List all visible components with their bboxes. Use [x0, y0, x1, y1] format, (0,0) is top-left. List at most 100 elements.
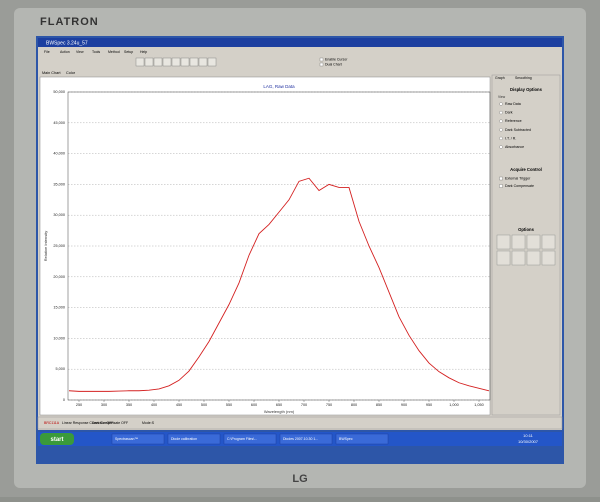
radio[interactable] [499, 102, 503, 106]
radio-label: Dark Subtracted [505, 128, 531, 132]
y-tick-label: 50,000 [53, 90, 65, 94]
checkbox-label: Dual Chart [325, 62, 342, 66]
y-tick-label: 15,000 [53, 306, 65, 310]
x-tick-label: 800 [351, 403, 357, 407]
checkbox[interactable] [319, 62, 324, 67]
toolbar-button[interactable] [198, 57, 208, 67]
logo: LG [292, 473, 307, 485]
y-tick-label: 20,000 [53, 275, 65, 279]
radio-label: Dark [505, 111, 513, 115]
toolbar-button[interactable] [135, 57, 145, 67]
x-tick-label: 400 [151, 403, 157, 407]
x-tick-label: 1,000 [449, 403, 459, 407]
taskbar-item-label: Spectrascan™ [115, 437, 138, 441]
x-tick-label: 750 [326, 403, 332, 407]
radio-label: Reference [505, 119, 522, 123]
x-tick-label: 500 [201, 403, 207, 407]
window-title: BWSpec 3.24u_57 [46, 40, 88, 46]
x-tick-label: 1,050 [474, 403, 484, 407]
option-button[interactable] [541, 250, 556, 266]
checkbox-label: Dark Compensate [505, 184, 534, 188]
x-tick-label: 850 [376, 403, 382, 407]
menu-item: Tools [92, 50, 100, 54]
y-axis-label: Relative Intensity [43, 231, 48, 261]
panel-heading: Options [518, 227, 534, 232]
option-button[interactable] [526, 250, 541, 266]
toolbar-button[interactable] [171, 57, 181, 67]
x-tick-label: 600 [251, 403, 257, 407]
checkbox[interactable] [499, 184, 503, 188]
brand: FLATRON [40, 16, 99, 28]
toolbar-button[interactable] [144, 57, 154, 67]
y-tick-label: 0 [63, 398, 65, 402]
panel-heading: Display Options [510, 87, 543, 92]
x-tick-label: 450 [176, 403, 182, 407]
y-tick-label: 35,000 [53, 182, 65, 186]
status-text: Linear Response Correction OFF [62, 421, 114, 425]
menu-item: View [76, 50, 84, 54]
tab-label: Color [66, 71, 76, 75]
radio[interactable] [499, 110, 503, 115]
chart-title: LAG, Raw Data [263, 84, 295, 89]
panel-heading: Acquire Control [510, 167, 542, 172]
y-tick-label: 45,000 [53, 121, 65, 125]
clock-time: 10:11 [523, 433, 533, 438]
menu-item: Action [60, 50, 70, 54]
status-text: Mode:S [142, 421, 155, 425]
checkbox[interactable] [499, 176, 503, 181]
taskbar-item[interactable] [167, 433, 221, 445]
checkbox-label: External Trigger [505, 176, 531, 180]
taskbar-item[interactable] [279, 433, 333, 445]
panel-group: View [498, 95, 506, 99]
taskbar-item-label: Diode calibration [171, 437, 197, 441]
x-tick-label: 950 [426, 403, 432, 407]
menu-item: Method [108, 50, 120, 54]
y-tick-label: 10,000 [53, 336, 65, 340]
x-tick-label: 300 [101, 403, 107, 407]
option-button[interactable] [496, 250, 511, 266]
taskbar-item[interactable] [111, 433, 165, 445]
taskbar-item-label: BWSpec [339, 437, 353, 441]
option-button[interactable] [526, 234, 541, 250]
toolbar-button[interactable] [189, 57, 199, 67]
x-tick-label: 650 [276, 403, 282, 407]
radio[interactable] [499, 119, 503, 123]
spectrum-line [68, 177, 490, 392]
plot-area [67, 91, 491, 401]
x-tick-label: 900 [401, 403, 407, 407]
toolbar-button[interactable] [162, 57, 172, 67]
radio[interactable] [499, 136, 503, 141]
radio-label: Raw Data [505, 102, 521, 106]
taskbar-item-label: Diodes 2007.10.30 1... [283, 437, 318, 441]
option-button[interactable] [511, 234, 526, 250]
x-axis-label: Wavelength (nm) [264, 409, 295, 414]
chart-frame [39, 76, 491, 416]
start-button[interactable] [40, 433, 74, 445]
start-label[interactable]: start [50, 437, 63, 443]
toolbar-button[interactable] [180, 57, 190, 67]
taskbar-item[interactable] [223, 433, 277, 445]
x-tick-label: 250 [76, 403, 82, 407]
tab-label: Main Chart [42, 71, 62, 75]
radio[interactable] [499, 128, 503, 132]
toolbar-button[interactable] [207, 57, 217, 67]
y-tick-label: 5,000 [55, 367, 65, 371]
x-tick-label: 550 [226, 403, 232, 407]
title-bar [38, 38, 562, 47]
x-tick-label: 700 [301, 403, 307, 407]
checkbox-label: Enable Cursor [325, 57, 348, 61]
clock-date: 10/30/2007 [518, 439, 539, 444]
menu-item: Help [140, 50, 147, 54]
taskbar-item-label: C:\Program Files\... [227, 437, 257, 441]
radio[interactable] [499, 145, 503, 149]
menu-item: File [44, 50, 50, 54]
taskbar-item[interactable] [335, 433, 389, 445]
checkbox[interactable] [319, 57, 324, 62]
radio-label: Absorbance [505, 145, 524, 149]
menu-item: Setup [124, 50, 133, 54]
option-button[interactable] [496, 234, 511, 250]
option-button[interactable] [511, 250, 526, 266]
option-button[interactable] [541, 234, 556, 250]
toolbar-button[interactable] [153, 57, 163, 67]
y-tick-label: 40,000 [53, 152, 65, 156]
